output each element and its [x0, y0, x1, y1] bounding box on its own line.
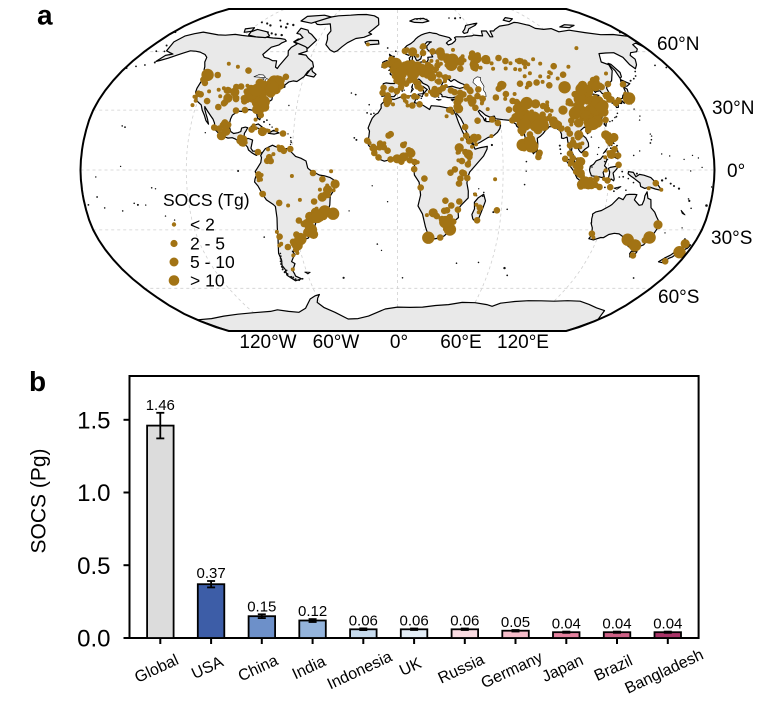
svg-text:60°W: 60°W — [313, 332, 360, 353]
svg-text:0°: 0° — [727, 161, 745, 182]
svg-text:1.0: 1.0 — [77, 480, 110, 507]
svg-text:0.04: 0.04 — [602, 616, 631, 633]
svg-text:0.04: 0.04 — [653, 616, 682, 633]
svg-text:a: a — [37, 0, 53, 31]
svg-text:SOCS (Pg): SOCS (Pg) — [28, 448, 51, 553]
svg-text:0.05: 0.05 — [501, 614, 530, 631]
svg-text:0.06: 0.06 — [450, 613, 479, 630]
svg-text:1.46: 1.46 — [146, 397, 175, 414]
svg-text:< 2: < 2 — [190, 215, 215, 235]
svg-text:120°E: 120°E — [497, 332, 549, 353]
svg-text:0.0: 0.0 — [77, 626, 110, 653]
svg-text:1.5: 1.5 — [77, 407, 110, 434]
svg-text:0.06: 0.06 — [399, 613, 428, 630]
svg-text:0.15: 0.15 — [247, 598, 276, 615]
svg-text:0.5: 0.5 — [77, 553, 110, 580]
svg-text:0.04: 0.04 — [552, 616, 581, 633]
svg-text:60°S: 60°S — [658, 287, 699, 308]
svg-text:2 - 5: 2 - 5 — [190, 234, 225, 254]
svg-text:30°S: 30°S — [711, 228, 752, 249]
svg-text:0.12: 0.12 — [298, 603, 327, 620]
svg-text:b: b — [29, 366, 46, 397]
svg-text:30°N: 30°N — [712, 98, 754, 119]
svg-text:SOCS (Tg): SOCS (Tg) — [163, 190, 250, 210]
svg-text:60°N: 60°N — [657, 34, 699, 55]
svg-text:0°: 0° — [390, 332, 408, 353]
svg-text:0.37: 0.37 — [196, 565, 225, 582]
svg-text:120°W: 120°W — [239, 332, 296, 353]
svg-text:5 - 10: 5 - 10 — [190, 252, 235, 272]
svg-text:> 10: > 10 — [190, 271, 225, 291]
svg-text:0.06: 0.06 — [349, 612, 378, 629]
svg-text:60°E: 60°E — [440, 332, 481, 353]
